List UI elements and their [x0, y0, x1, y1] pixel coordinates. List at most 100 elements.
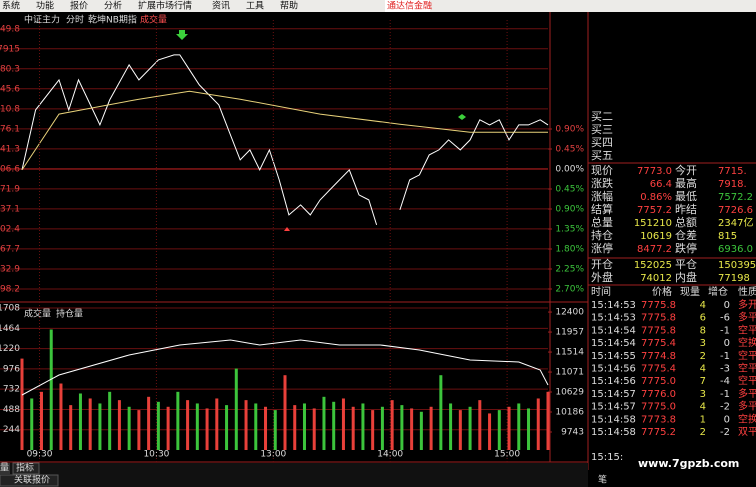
plot: 7949.8 7915 7880.3 7845.6 7810.8 7776.1 7741.3… — [0, 20, 584, 462]
volume-bar — [351, 406, 355, 450]
volume-bar — [147, 396, 151, 450]
y-tick-label: 7915 — [0, 44, 20, 54]
trade-cell: 空平 — [738, 349, 756, 362]
volume-bar — [400, 405, 404, 450]
y-tick-label: 7776.1 — [0, 124, 20, 134]
quote-value: 7918. — [718, 179, 747, 190]
y2-tick-label: 11514 — [555, 348, 584, 358]
y2-tick-label: 0.45% — [555, 185, 584, 195]
quote-value: 10619 — [640, 231, 672, 242]
volume-bar — [166, 406, 170, 450]
menu-item[interactable]: 功能 — [36, 0, 54, 12]
tab-related-label[interactable]: 关联报价 — [14, 474, 50, 486]
series-line — [21, 339, 549, 396]
trade-cell: 15:14:58 — [591, 414, 636, 425]
quote-value: 6936.0 — [718, 244, 753, 255]
quote-value: 152025 — [634, 260, 672, 271]
y-tick-label: 7498.2 — [0, 284, 20, 294]
volume-bar — [88, 398, 92, 450]
trade-cell: 7773.8 — [641, 414, 676, 425]
volume-bar — [341, 398, 345, 450]
menu-item[interactable]: 资讯 — [212, 1, 230, 12]
volume-bar — [293, 405, 297, 450]
menu-item[interactable]: 报价 — [70, 0, 88, 12]
menu-item[interactable]: 工具 — [246, 1, 264, 12]
tab-volume[interactable] — [0, 463, 10, 474]
menu: 系统 功能 报价 分析 扩展市场行情 资讯 工具 帮助 — [2, 0, 298, 12]
trade-cell: 15:14:53 — [591, 300, 636, 311]
trade-cell: 7775.8 — [641, 325, 676, 336]
volume-bar — [176, 391, 180, 450]
y2-tick-label: 12400 — [555, 308, 584, 318]
quote-label: 跌停 — [675, 241, 697, 255]
volume-bar — [127, 406, 131, 450]
quote-value: 66.4 — [650, 179, 672, 190]
trade-cell: 空平 — [738, 362, 756, 375]
menu-item[interactable]: 系统 — [2, 0, 20, 12]
tab-indicator-label[interactable]: 指标 — [16, 462, 34, 474]
menu-item[interactable]: 分析 — [104, 0, 122, 12]
footer-char: 笔 — [598, 474, 607, 486]
trade-cell: -1 — [720, 325, 730, 336]
trade-cell: -3 — [720, 364, 730, 375]
volume-bar — [49, 329, 53, 450]
trade-cell: 15:14:57 — [591, 402, 636, 413]
volume-bar — [419, 411, 423, 450]
y2-tick-label: 10629 — [555, 387, 584, 397]
quote-value: 7757.2 — [637, 205, 672, 216]
volume-bar — [458, 410, 462, 450]
menu-item[interactable]: 扩展市场行情 — [138, 0, 192, 12]
y2-tick-label: 10186 — [555, 407, 584, 417]
tab-indicator[interactable] — [12, 462, 40, 475]
volume-bar — [69, 405, 73, 450]
quote-label: 总额 — [675, 215, 697, 229]
y2-tick-label: 0.90% — [555, 125, 584, 135]
volume-bar — [468, 406, 472, 450]
tab-volume-label[interactable]: 量 — [0, 463, 9, 474]
quote-value: 7773.0 — [637, 166, 672, 177]
y-tick-label: 244 — [3, 425, 20, 435]
signal-marker — [458, 114, 466, 120]
menu-item[interactable]: 帮助 — [280, 0, 298, 12]
trade-column-header: 现量 — [680, 286, 700, 298]
trade-cell: -2 — [720, 402, 730, 413]
x-tick-label: 14:00 — [377, 450, 403, 460]
volume-bar — [225, 405, 229, 450]
volume-bar — [273, 410, 277, 450]
y2-tick-label: 2.70% — [555, 285, 584, 295]
trade-cell: 多平 — [738, 400, 756, 413]
trade-cell: 4 — [700, 300, 706, 311]
y-tick-label: 7741.3 — [0, 144, 20, 154]
quote-label: 平仓 — [675, 257, 697, 271]
y-tick-label: 7949.8 — [0, 24, 20, 34]
quote-label: 总量 — [591, 215, 613, 229]
y-tick-label: 488 — [3, 405, 20, 415]
volume-bar — [59, 383, 63, 450]
bid-label: 买二 — [591, 110, 613, 123]
quote-label: 内盘 — [675, 270, 697, 284]
trade-cell: 4 — [700, 402, 706, 413]
trade-cell: -2 — [720, 427, 730, 438]
trade-cell: 7775.8 — [641, 313, 676, 324]
x-tick-label: 10:30 — [143, 450, 169, 460]
trade-column-header: 性质 — [738, 285, 756, 298]
trade-cell: 0 — [724, 300, 730, 311]
quote-label: 最高 — [675, 176, 697, 190]
volume-bar — [497, 410, 501, 450]
volume-bar — [137, 410, 141, 450]
quote-value: 7726.6 — [718, 205, 753, 216]
volume-bar — [283, 375, 287, 450]
volume-bar — [205, 408, 209, 450]
trade-cell: 7 — [700, 376, 706, 387]
quote-value: 151210 — [634, 218, 672, 229]
trade-cell: 15:14:56 — [591, 376, 636, 387]
y-tick-label: 1220 — [0, 344, 20, 354]
y2-tick-label: 1.80% — [555, 245, 584, 255]
volume-bar — [312, 408, 316, 450]
trade-cell: 2 — [700, 351, 706, 362]
y2-tick-label: 11957 — [555, 328, 584, 338]
y-tick-label: 1708 — [0, 304, 20, 314]
y-tick-label: 7567.7 — [0, 244, 20, 254]
tab-related[interactable] — [0, 474, 59, 487]
